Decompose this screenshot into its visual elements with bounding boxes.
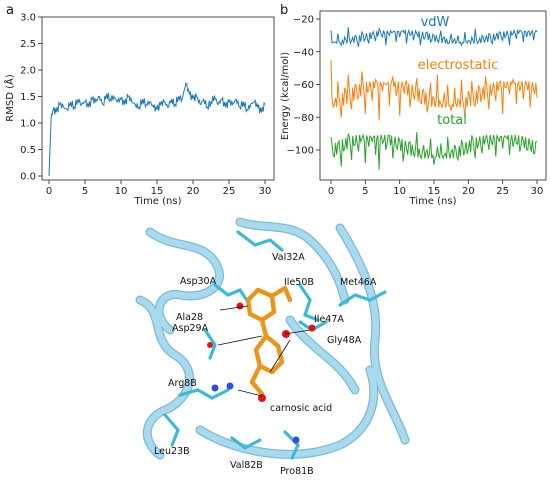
x-tick-label: 30: [259, 186, 272, 197]
label-ala28: Ala28: [176, 312, 203, 323]
panel-a: a 0 5 10 15 20 25 30 0.0 0.5 1.0 1.5 2.0 2.5 3.0 Tim…: [3, 3, 275, 207]
label-arg8b: Arg8B: [168, 378, 197, 389]
panel-b-x-label: Time (ns): [408, 196, 456, 207]
residue-sticks: [163, 230, 387, 460]
label-ile47a: Ile47A: [314, 314, 344, 325]
panel-b-frame: [319, 10, 547, 181]
label-pro81b: Pro81B: [280, 466, 314, 477]
label-leu23b: Leu23B: [154, 446, 190, 457]
y-tick-label: −60: [293, 80, 314, 91]
x-tick-label: 5: [362, 186, 368, 197]
panel-c: c: [128, 214, 418, 477]
residue-labels: Val32A Asp30A Ile50B Met46A Ile47A Ala28…: [154, 252, 377, 477]
hydrogen-bonds: [217, 305, 311, 397]
x-tick-label: 0: [46, 186, 52, 197]
x-tick-label: 10: [115, 186, 128, 197]
oxygen-atom: [308, 324, 316, 332]
panel-b: b 0 5 10 15 20 25 30 −100 −80 −60 −40 −20 vdW elec…: [280, 3, 547, 207]
nitrogen-atom: [211, 384, 219, 392]
x-tick-label: 20: [187, 186, 200, 197]
x-tick-label: 0: [328, 186, 334, 197]
vdw-series-label: vdW: [421, 15, 450, 30]
residue-val32a: [236, 230, 284, 252]
label-asp30a: Asp30A: [180, 276, 217, 287]
y-tick-label: −100: [287, 146, 314, 157]
residue-asp30a: [213, 283, 250, 304]
panel-b-y-ticks: −100 −80 −60 −40 −20: [287, 15, 320, 157]
label-asp29a: Asp29A: [172, 323, 209, 334]
panel-a-y-label: RMSD (Å): [3, 74, 16, 122]
label-gly48a: Gly48A: [327, 335, 362, 346]
panel-a-letter: a: [6, 3, 14, 18]
panel-a-frame: [41, 16, 275, 181]
protein-ribbons: [135, 217, 410, 460]
residue-met46a: [338, 290, 387, 307]
y-tick-label: 3.0: [20, 13, 36, 24]
residue-val82b: [230, 436, 262, 450]
label-ile50b: Ile50B: [284, 277, 314, 288]
label-val82b: Val82B: [230, 460, 263, 471]
x-tick-label: 25: [223, 186, 236, 197]
total-series-line: [330, 131, 538, 170]
panel-a-x-label: Time (ns): [133, 196, 181, 207]
panel-b-y-label: Energy (kcal/mol): [280, 52, 291, 140]
y-tick-label: −40: [293, 47, 314, 58]
x-tick-label: 15: [151, 186, 164, 197]
panel-b-x-ticks: 0 5 10 15 20 25 30: [328, 180, 544, 197]
label-met46a: Met46A: [340, 277, 377, 288]
y-tick-label: 1.5: [20, 92, 36, 103]
y-tick-label: 0.5: [20, 145, 36, 156]
vdw-series-line: [330, 27, 538, 47]
residue-asp29a: [203, 328, 217, 360]
y-tick-label: 1.0: [20, 119, 36, 130]
ligand-carnosic-acid: [245, 285, 293, 397]
x-tick-label: 15: [428, 186, 441, 197]
x-tick-label: 30: [531, 186, 544, 197]
label-carnosic-acid: carnosic acid: [270, 403, 332, 414]
residue-pro81b: [283, 430, 300, 460]
x-tick-label: 5: [82, 186, 88, 197]
total-series-label: total: [437, 113, 467, 128]
x-tick-label: 20: [462, 186, 475, 197]
y-tick-label: 0.0: [20, 172, 36, 183]
electrostatic-series-label: electrostatic: [418, 58, 499, 73]
residue-arg8b: [178, 388, 230, 400]
electrostatic-series-line: [330, 59, 538, 121]
panel-b-letter: b: [280, 3, 288, 18]
y-tick-label: −20: [293, 15, 314, 26]
panel-a-y-ticks: 0.0 0.5 1.0 1.5 2.0 2.5 3.0: [20, 13, 42, 183]
y-tick-label: 2.0: [20, 66, 36, 77]
residue-leu23b: [163, 413, 180, 447]
y-tick-label: −80: [293, 113, 314, 124]
residue-ile50b: [298, 283, 320, 322]
label-val32a: Val32A: [272, 252, 305, 263]
x-tick-label: 10: [393, 186, 406, 197]
rmsd-series-line: [48, 82, 266, 177]
panel-a-x-ticks: 0 5 10 15 20 25 30: [46, 180, 272, 197]
x-tick-label: 25: [496, 186, 509, 197]
oxygen-atom: [258, 394, 266, 402]
nitrogen-atom: [226, 382, 234, 390]
nitrogen-atom: [292, 436, 300, 444]
oxygen-atom: [207, 342, 213, 348]
y-tick-label: 2.5: [20, 39, 36, 50]
oxygen-atom: [236, 302, 244, 310]
